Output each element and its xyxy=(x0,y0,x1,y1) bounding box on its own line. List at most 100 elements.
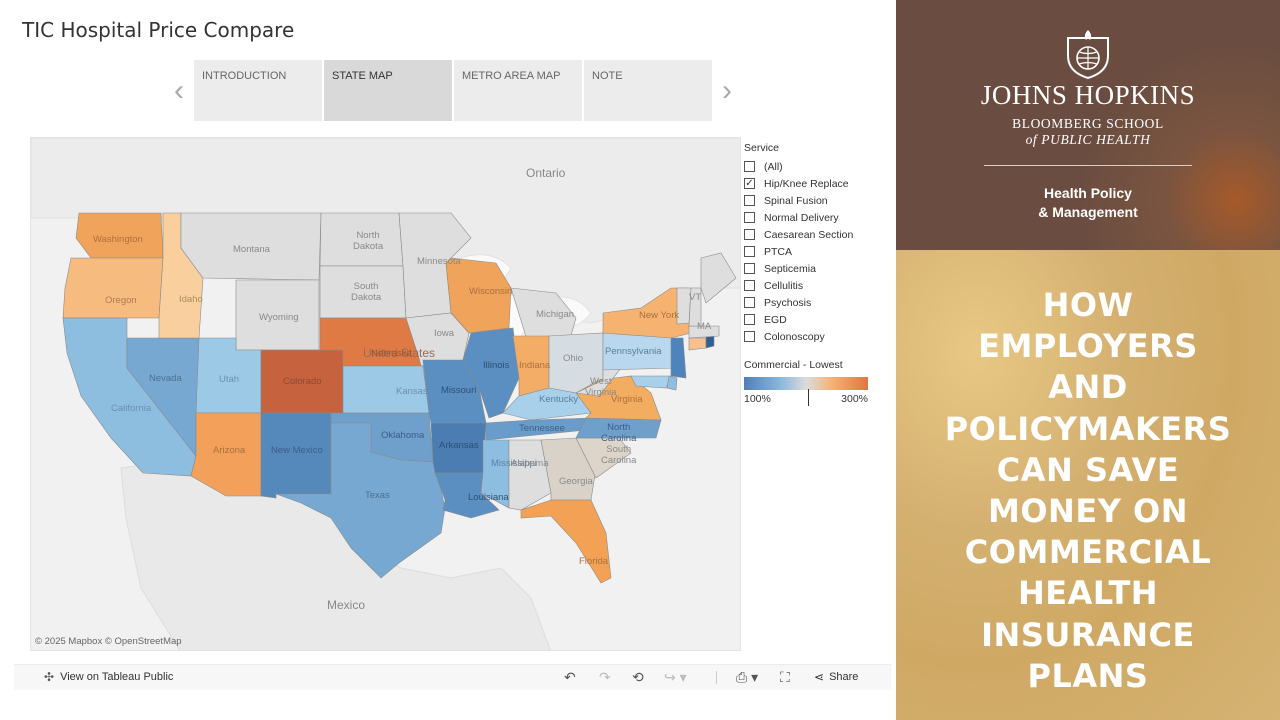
tableau-icon: ✣ xyxy=(44,670,55,684)
label-wi: Wisconsin xyxy=(469,286,513,297)
label-sd: South Dakota xyxy=(351,281,382,303)
state-or[interactable] xyxy=(62,257,164,319)
filter-option[interactable]: Spinal Fusion xyxy=(744,192,884,209)
checkbox-checked[interactable]: ✓ xyxy=(744,177,755,189)
checkbox[interactable] xyxy=(744,280,755,291)
undo-icon[interactable]: ↶ xyxy=(564,669,576,685)
headline-line: CAN SAVE xyxy=(996,450,1180,489)
map-attribution[interactable]: © 2025 Mapbox © OpenStreetMap xyxy=(35,636,182,647)
label-ne: Nebraska xyxy=(371,348,412,359)
filter-option-label: (All) xyxy=(764,160,783,173)
checkbox[interactable] xyxy=(744,212,755,223)
revert-icon[interactable]: ⟲ xyxy=(632,669,644,685)
state-ct[interactable] xyxy=(688,337,707,351)
refresh-icon[interactable]: ↪ ▾ xyxy=(664,669,687,685)
legend-title: Commercial - Lowest xyxy=(744,359,843,371)
label-ga: Georgia xyxy=(559,476,593,487)
filter-option[interactable]: Psychosis xyxy=(744,294,884,311)
filter-option[interactable]: ✓ Hip/Knee Replace xyxy=(744,175,884,192)
filter-option-label: Spinal Fusion xyxy=(764,194,828,207)
tab-metro-area-map[interactable]: METRO AREA MAP xyxy=(454,60,582,121)
label-va: Virginia xyxy=(611,394,643,405)
filter-list: (All) ✓ Hip/Knee Replace Spinal Fusion Norma… xyxy=(744,158,884,345)
tableau-dashboard: TIC Hospital Price Compare ‹ INTRODUCTIO… xyxy=(14,18,891,685)
dept-line-2: & Management xyxy=(1038,204,1138,220)
state-de[interactable] xyxy=(666,375,678,391)
headline: HOW EMPLOYERS AND POLICYMAKERS CAN SAVE MONEY… xyxy=(914,285,1262,697)
checkbox[interactable] xyxy=(744,195,755,206)
label-united-states: United States xyxy=(363,346,436,360)
state-al[interactable] xyxy=(508,439,552,511)
label-mn: Minnesota xyxy=(417,256,461,267)
filter-option-label: EGD xyxy=(764,313,787,326)
label-or: Oregon xyxy=(105,295,137,306)
legend-min-label: 100% xyxy=(744,393,771,405)
chevron-left-icon[interactable]: ‹ xyxy=(174,74,184,107)
state-ma[interactable] xyxy=(688,325,720,339)
legend-gradient xyxy=(744,377,868,406)
filter-option-label: Colonoscopy xyxy=(764,330,825,343)
filter-option[interactable]: PTCA xyxy=(744,243,884,260)
headline-line: HEALTH xyxy=(1017,574,1159,613)
state-map[interactable]: Ontario United States Mexico Washington … xyxy=(30,137,741,651)
download-icon[interactable]: ⎙ ▾ xyxy=(736,669,759,685)
legend-ticks: 100% 300% xyxy=(744,393,868,405)
label-ny: New York xyxy=(639,310,680,321)
label-mexico: Mexico xyxy=(327,598,366,612)
school-line-1: BLOOMBERG SCHOOL xyxy=(1012,116,1164,131)
label-ut: Utah xyxy=(219,374,240,385)
filter-option[interactable]: Caesarean Section xyxy=(744,226,884,243)
brand-panel: JOHNS HOPKINS BLOOMBERG SCHOOL of PUBLIC… xyxy=(896,0,1280,720)
state-wi[interactable] xyxy=(445,257,512,334)
toolbar-divider xyxy=(716,671,717,684)
tab-introduction[interactable]: INTRODUCTION xyxy=(194,60,322,121)
label-mt: Montana xyxy=(233,244,270,255)
filter-option[interactable]: Cellulitis xyxy=(744,277,884,294)
filter-option-label: Normal Delivery xyxy=(764,211,839,224)
label-ca: California xyxy=(111,403,152,414)
checkbox[interactable] xyxy=(744,246,755,257)
checkbox[interactable] xyxy=(744,314,755,325)
state-ms[interactable] xyxy=(480,439,510,509)
state-fl[interactable] xyxy=(520,499,612,584)
label-vt: VT xyxy=(689,292,702,303)
label-ar: Arkansas xyxy=(439,440,479,451)
checkbox[interactable] xyxy=(744,161,755,172)
share-button[interactable]: ⋖ Share xyxy=(814,670,858,684)
share-label: Share xyxy=(829,671,859,683)
checkbox[interactable] xyxy=(744,263,755,274)
label-ontario: Ontario xyxy=(526,166,566,180)
label-il: Illinois xyxy=(483,360,510,371)
chevron-right-icon[interactable]: › xyxy=(722,74,732,107)
label-la: Louisiana xyxy=(468,492,509,503)
fullscreen-icon[interactable]: ⛶ xyxy=(780,669,790,685)
label-ks: Kansas xyxy=(396,386,428,397)
checkbox[interactable] xyxy=(744,229,755,240)
legend-max-label: 300% xyxy=(841,393,868,405)
tab-note[interactable]: NOTE xyxy=(584,60,712,121)
view-on-tableau-public-button[interactable]: ✣ View on Tableau Public xyxy=(44,670,173,684)
filter-option[interactable]: Septicemia xyxy=(744,260,884,277)
state-me[interactable] xyxy=(700,252,737,304)
filter-option[interactable]: EGD xyxy=(744,311,884,328)
filter-option[interactable]: Normal Delivery xyxy=(744,209,884,226)
filter-option[interactable]: Colonoscopy xyxy=(744,328,884,345)
state-nj[interactable] xyxy=(670,337,687,379)
jhu-shield-logo xyxy=(1067,30,1109,80)
share-icon: ⋖ xyxy=(814,670,825,684)
state-mt[interactable] xyxy=(180,212,322,281)
filter-option-label: Septicemia xyxy=(764,262,816,275)
headline-line: AND xyxy=(1048,368,1128,407)
map-canvas[interactable] xyxy=(31,138,741,651)
state-ri[interactable] xyxy=(705,335,715,349)
state-md[interactable] xyxy=(630,375,672,389)
label-sc: South Carolina xyxy=(601,444,637,466)
tab-state-map[interactable]: STATE MAP xyxy=(324,60,452,121)
filter-option[interactable]: (All) xyxy=(744,158,884,175)
checkbox[interactable] xyxy=(744,297,755,308)
label-ma: MA xyxy=(697,321,712,332)
state-nh[interactable] xyxy=(688,287,702,327)
redo-icon[interactable]: ↷ xyxy=(599,669,611,685)
checkbox[interactable] xyxy=(744,331,755,342)
headline-line: INSURANCE xyxy=(981,615,1195,654)
